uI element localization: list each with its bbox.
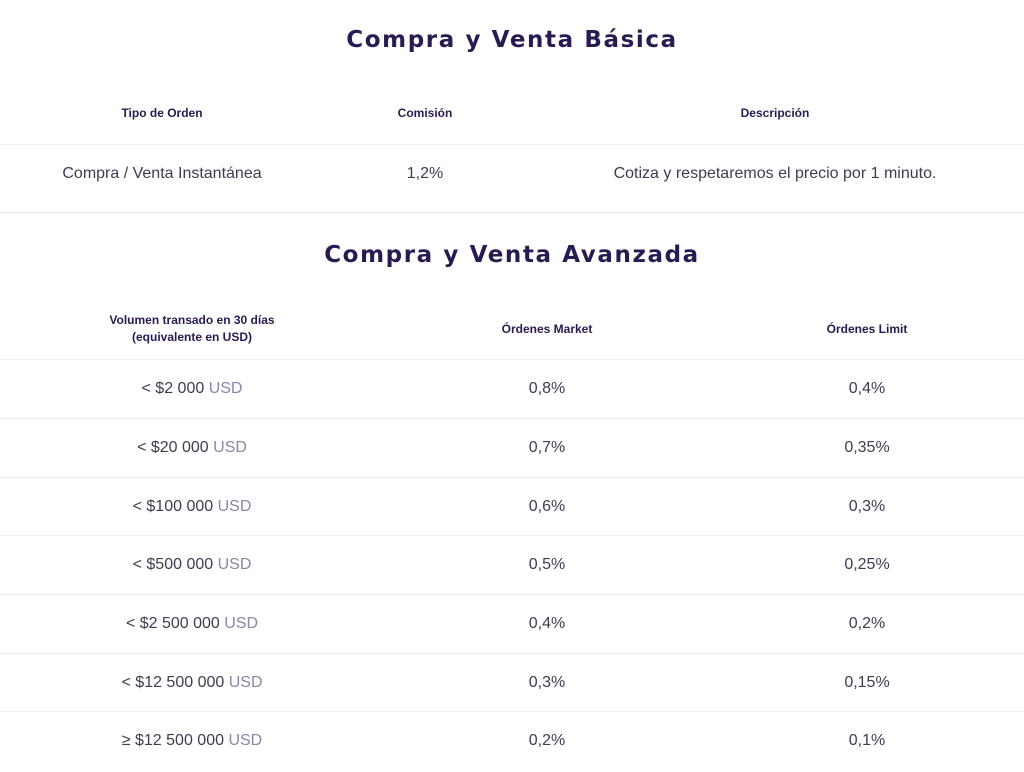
currency-label: USD [213,439,247,456]
basic-section: Compra y Venta Básica Tipo de Orden Comi… [0,0,1024,213]
header-fee: Comisión [397,105,453,120]
market-fee-cell: 0,5% [528,556,566,573]
volume-cell: ≥ $12 500 000 USD [0,732,384,750]
volume-amount: < $2 000 [141,380,205,397]
fee-cell: 1,2% [406,165,444,182]
market-fee-cell: 0,2% [528,732,566,749]
order-type-cell: Compra / Venta Instantánea [62,165,262,182]
advanced-table-header: Volumen transado en 30 días (equivalente… [0,306,1024,352]
header-limit-orders: Órdenes Limit [826,321,908,336]
volume-amount: < $20 000 [137,439,209,456]
volume-cell: < $2 500 000 USD [0,615,384,633]
table-row: < $2 500 000 USD 0,4% 0,2% [0,594,1024,653]
limit-fee-cell: 0,15% [844,674,890,691]
table-row: < $100 000 USD 0,6% 0,3% [0,477,1024,536]
market-fee-cell: 0,4% [528,615,566,632]
limit-fee-cell: 0,2% [848,615,886,632]
currency-label: USD [228,732,263,749]
basic-section-title: Compra y Venta Básica [346,27,678,53]
header-volume-line1: Volumen transado en 30 días [109,313,275,327]
market-fee-cell: 0,8% [528,380,566,397]
volume-cell: < $100 000 USD [0,498,384,516]
limit-fee-cell: 0,25% [844,556,890,573]
limit-fee-cell: 0,3% [848,498,886,515]
currency-label: USD [228,674,263,691]
table-row: ≥ $12 500 000 USD 0,2% 0,1% [0,711,1024,770]
header-order-type: Tipo de Orden [121,105,203,120]
table-row: < $12 500 000 USD 0,3% 0,15% [0,653,1024,712]
market-fee-cell: 0,7% [528,439,566,456]
market-fee-cell: 0,3% [528,674,566,691]
table-row: < $2 000 USD 0,8% 0,4% [0,359,1024,418]
volume-cell: < $500 000 USD [0,556,384,574]
currency-label: USD [217,498,252,515]
description-cell: Cotiza y respetaremos el precio por 1 mi… [613,165,937,182]
limit-fee-cell: 0,4% [848,380,886,397]
header-volume: Volumen transado en 30 días (equivalente… [0,312,384,346]
currency-label: USD [208,380,243,397]
basic-table-header: Tipo de Orden Comisión Descripción [0,96,1024,130]
volume-amount: ≥ $12 500 000 [121,732,224,749]
volume-amount: < $12 500 000 [121,674,225,691]
limit-fee-cell: 0,1% [848,732,886,749]
header-market-orders: Órdenes Market [501,321,593,336]
volume-amount: < $500 000 [132,556,214,573]
market-fee-cell: 0,6% [528,498,566,515]
volume-amount: < $100 000 [132,498,214,515]
volume-cell: < $2 000 USD [0,380,384,398]
volume-amount: < $2 500 000 [125,615,220,632]
volume-cell: < $12 500 000 USD [0,674,384,692]
header-description: Descripción [740,105,810,120]
limit-fee-cell: 0,35% [844,439,890,456]
table-row: < $500 000 USD 0,5% 0,25% [0,535,1024,594]
header-volume-line2: (equivalente en USD) [131,330,253,344]
volume-cell: < $20 000 USD [0,439,384,457]
table-row: Compra / Venta Instantánea 1,2% Cotiza y… [0,144,1024,203]
currency-label: USD [217,556,252,573]
advanced-section-title: Compra y Venta Avanzada [324,242,700,268]
currency-label: USD [224,615,259,632]
table-row: < $20 000 USD 0,7% 0,35% [0,418,1024,477]
